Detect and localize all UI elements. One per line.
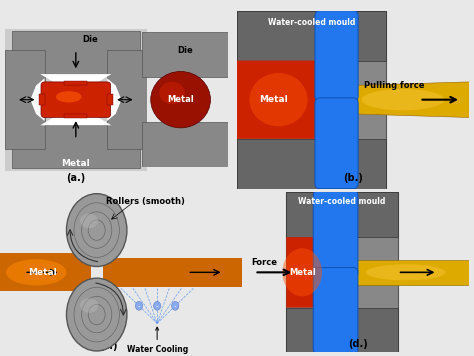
Text: (c.): (c.)	[100, 341, 118, 351]
Polygon shape	[107, 78, 121, 121]
Text: Metal: Metal	[62, 159, 90, 168]
Ellipse shape	[80, 214, 98, 228]
Text: Force: Force	[251, 258, 277, 267]
FancyBboxPatch shape	[142, 122, 228, 167]
Ellipse shape	[249, 73, 308, 126]
Polygon shape	[237, 139, 386, 189]
Text: Metal: Metal	[289, 268, 316, 277]
Polygon shape	[40, 74, 111, 87]
Text: Die: Die	[82, 36, 98, 44]
FancyBboxPatch shape	[5, 28, 147, 171]
Polygon shape	[30, 78, 45, 121]
FancyBboxPatch shape	[41, 82, 110, 117]
Text: -: -	[138, 303, 140, 309]
Text: Rollers (smooth): Rollers (smooth)	[106, 197, 184, 206]
Circle shape	[154, 302, 161, 310]
Polygon shape	[286, 192, 398, 352]
FancyBboxPatch shape	[313, 268, 358, 354]
Ellipse shape	[80, 298, 98, 313]
Polygon shape	[286, 308, 398, 352]
Text: (a.): (a.)	[66, 173, 85, 183]
Ellipse shape	[56, 91, 82, 103]
Polygon shape	[64, 81, 87, 85]
Polygon shape	[237, 11, 386, 61]
FancyBboxPatch shape	[12, 31, 140, 74]
Polygon shape	[286, 237, 342, 308]
Text: -: -	[156, 303, 158, 309]
Ellipse shape	[361, 89, 444, 110]
Polygon shape	[64, 114, 87, 118]
Polygon shape	[107, 94, 113, 105]
Ellipse shape	[283, 248, 322, 296]
FancyBboxPatch shape	[12, 125, 140, 168]
Polygon shape	[103, 258, 242, 287]
FancyBboxPatch shape	[107, 50, 147, 150]
Text: -: -	[174, 303, 176, 309]
FancyBboxPatch shape	[313, 190, 358, 277]
Ellipse shape	[6, 259, 66, 286]
Polygon shape	[237, 61, 340, 139]
Polygon shape	[350, 260, 469, 285]
Polygon shape	[40, 112, 111, 125]
Text: Water Cooling: Water Cooling	[127, 327, 188, 354]
Ellipse shape	[151, 72, 210, 128]
Text: Metal: Metal	[167, 95, 194, 104]
Text: Metal: Metal	[28, 268, 57, 277]
FancyBboxPatch shape	[142, 32, 228, 77]
Text: Water-cooled mould: Water-cooled mould	[268, 18, 356, 27]
Text: (b.): (b.)	[343, 173, 363, 183]
Ellipse shape	[159, 82, 185, 104]
Polygon shape	[353, 82, 469, 117]
FancyBboxPatch shape	[5, 50, 45, 150]
Text: Pulling force: Pulling force	[365, 81, 425, 90]
Circle shape	[172, 302, 179, 310]
Text: (d.): (d.)	[348, 339, 368, 349]
Text: Metal: Metal	[259, 95, 288, 104]
Polygon shape	[0, 253, 91, 291]
FancyBboxPatch shape	[315, 98, 358, 189]
Polygon shape	[39, 94, 45, 105]
Polygon shape	[286, 192, 398, 237]
Circle shape	[136, 302, 143, 310]
Circle shape	[66, 194, 127, 267]
Text: Water-cooled mould: Water-cooled mould	[298, 197, 386, 206]
Ellipse shape	[366, 264, 446, 281]
FancyBboxPatch shape	[315, 11, 358, 101]
Circle shape	[66, 278, 127, 351]
Text: Die: Die	[177, 46, 193, 54]
Polygon shape	[237, 11, 386, 189]
